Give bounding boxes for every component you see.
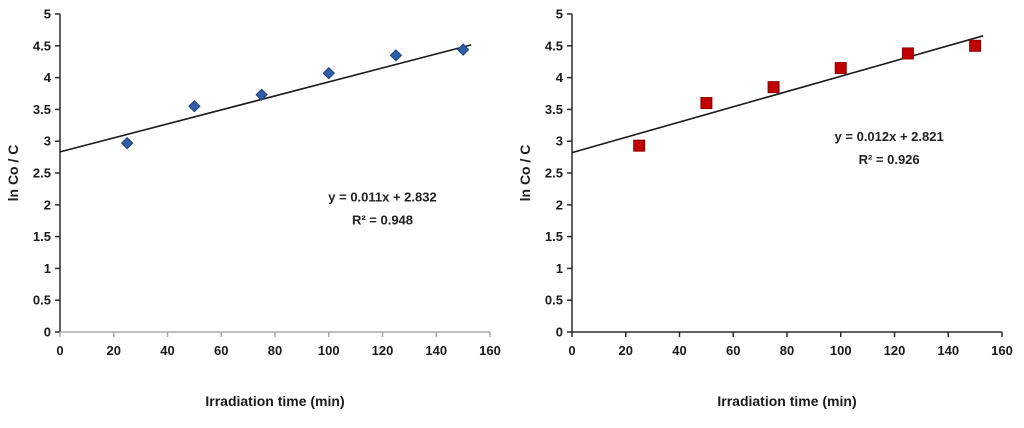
data-point <box>322 66 335 80</box>
equation-label: y = 0.012x + 2.821 <box>835 129 944 144</box>
y-tick-label: 2.5 <box>545 166 563 181</box>
y-tick-label: 0.5 <box>545 293 563 308</box>
chart-right-container: 0 0.5 1 1.5 2 2.5 3 3.5 4 4.5 5 0 20 40 60 80 100 120 140 1… <box>512 0 1024 428</box>
y-tick-label: 1 <box>556 261 563 276</box>
data-point <box>767 81 780 94</box>
x-tick-label: 60 <box>726 343 740 358</box>
x-tick-label: 120 <box>372 343 394 358</box>
data-point <box>456 43 470 56</box>
x-tick-label: 40 <box>672 343 686 358</box>
y-axis-title: ln Co / C <box>5 145 21 202</box>
y-tick-label: 1.5 <box>545 229 563 244</box>
y-tick-label: 2.5 <box>33 166 51 181</box>
y-tick-label: 2 <box>556 197 563 212</box>
x-tick-label: 140 <box>425 343 447 358</box>
y-tick-label: 2 <box>44 197 51 212</box>
x-tick-label: 80 <box>268 343 282 358</box>
y-tick-label: 3 <box>556 134 563 149</box>
data-point <box>389 49 403 62</box>
x-tick-label: 60 <box>214 343 228 358</box>
r-squared-label: R² = 0.926 <box>859 152 920 167</box>
data-point <box>120 136 134 150</box>
x-tick-label: 120 <box>884 343 906 358</box>
x-tick-label: 160 <box>479 343 501 358</box>
trendline <box>59 44 472 153</box>
x-tick-label: 100 <box>318 343 340 358</box>
x-tick-label: 100 <box>830 343 852 358</box>
y-axis-title: ln Co / C <box>517 145 533 202</box>
y-tick-label: 1 <box>44 261 51 276</box>
equation-label: y = 0.011x + 2.832 <box>328 190 436 205</box>
x-axis-title: Irradiation time (min) <box>717 393 856 409</box>
data-point <box>700 97 713 110</box>
x-tick-label: 40 <box>160 343 174 358</box>
trendline <box>571 35 984 154</box>
y-tick-label: 0.5 <box>33 293 51 308</box>
x-tick-label: 20 <box>619 343 633 358</box>
x-tick-label: 160 <box>991 343 1013 358</box>
y-tick-label: 4.5 <box>545 38 563 53</box>
y-tick-label: 3.5 <box>33 102 51 117</box>
data-point <box>969 39 982 52</box>
x-tick-label: 0 <box>56 343 63 358</box>
y-tick-label: 4 <box>556 70 564 85</box>
scatter-chart-blue-diamonds: 0 0.5 1 1.5 2 2.5 3 3.5 4 4.5 5 0 20 40 60 80 100 120 140 1… <box>5 7 501 410</box>
data-point <box>901 47 914 60</box>
r-squared-label: R² = 0.948 <box>352 213 413 228</box>
data-point <box>834 62 847 75</box>
y-tick-label: 4.5 <box>33 38 51 53</box>
y-tick-label: 1.5 <box>33 229 51 244</box>
data-point <box>633 139 646 152</box>
x-tick-label: 20 <box>107 343 121 358</box>
x-tick-label: 80 <box>780 343 794 358</box>
y-tick-label: 3.5 <box>545 102 563 117</box>
y-tick-label: 4 <box>44 70 52 85</box>
data-point <box>255 88 268 101</box>
data-point <box>188 100 201 113</box>
x-tick-label: 140 <box>937 343 959 358</box>
y-tick-label: 5 <box>556 7 563 22</box>
x-axis-title: Irradiation time (min) <box>205 393 344 409</box>
chart-left-container: 0 0.5 1 1.5 2 2.5 3 3.5 4 4.5 5 0 20 40 60 80 100 120 140 1… <box>5 7 501 410</box>
y-tick-label: 0 <box>556 325 563 340</box>
scatter-chart-red-squares: 0 0.5 1 1.5 2 2.5 3 3.5 4 4.5 5 0 20 40 60 80 100 120 140 1… <box>517 7 1013 410</box>
x-tick-label: 0 <box>568 343 575 358</box>
y-tick-label: 5 <box>44 7 51 22</box>
y-tick-label: 0 <box>44 325 51 340</box>
y-tick-label: 3 <box>44 134 51 149</box>
